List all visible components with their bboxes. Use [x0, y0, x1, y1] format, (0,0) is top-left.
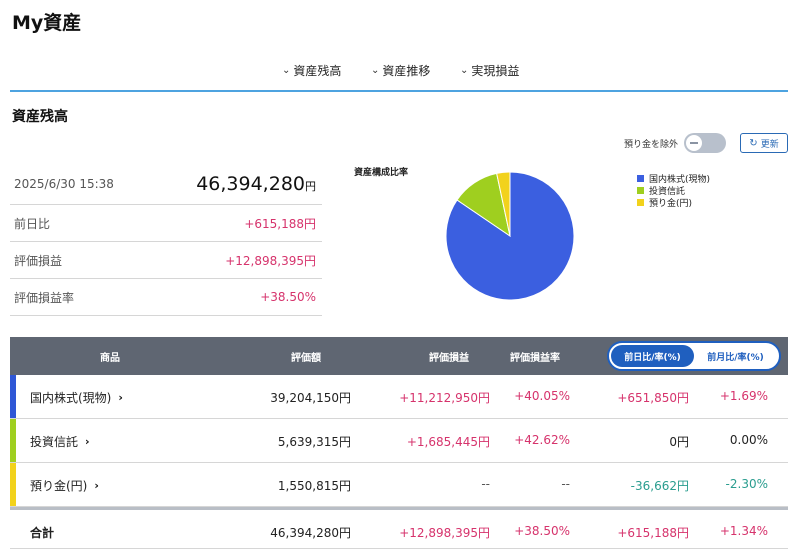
- summary-total-value: 46,394,280円: [196, 172, 316, 195]
- section-anchor-nav: ⌄ 資産残高 ⌄ 資産推移 ⌄ 実現損益: [10, 56, 788, 92]
- legend-item: 国内株式(現物): [637, 172, 711, 185]
- anchor-link-asset-trend[interactable]: ⌄ 資産推移: [371, 64, 431, 78]
- holding-link-yen-deposit[interactable]: 預り金(円) ›: [30, 479, 99, 493]
- legend-swatch: [637, 186, 644, 194]
- anchor-link-asset-balance[interactable]: ⌄ 資産残高: [282, 64, 342, 78]
- summary-row-unrealized-gain: 評価損益 +12,898,395円: [10, 242, 322, 279]
- row-color-bar: [10, 419, 16, 462]
- refresh-button[interactable]: ↻ 更新: [740, 133, 788, 153]
- change-period-segmented-control: 前日比/率(%) 前月比/率(%): [607, 341, 781, 371]
- pie-slice: [496, 171, 511, 237]
- page-title: My資産: [12, 12, 82, 34]
- total-label: 合計: [30, 526, 55, 540]
- row-color-bar: [10, 375, 16, 418]
- table-row: 国内株式(現物) › 39,204,150円 +11,212,950円 +40.0…: [10, 375, 788, 419]
- chevron-right-icon: ›: [85, 435, 90, 448]
- legend-item: 預り金(円): [637, 196, 710, 209]
- summary-total-row: 2025/6/30 15:38 46,394,280円: [10, 163, 322, 205]
- header-gain: 評価損益: [429, 353, 469, 364]
- holding-link-investment-trusts[interactable]: 投資信託 ›: [30, 435, 90, 449]
- table-header: 商品 評価額 評価損益 評価損益率 前日比/率(%) 前月比/率(%): [10, 337, 788, 375]
- holding-link-domestic-stocks[interactable]: 国内株式(現物) ›: [30, 391, 123, 405]
- tab-daily-change[interactable]: 前日比/率(%): [611, 345, 694, 367]
- legend-swatch: [637, 174, 644, 182]
- legend-label: 預り金(円): [649, 198, 693, 209]
- chevron-down-icon: ⌄: [371, 65, 380, 76]
- chevron-down-icon: ⌄: [282, 65, 291, 76]
- chevron-right-icon: ›: [94, 479, 99, 492]
- table-row: 投資信託 › 5,639,315円 +1,685,445円 +42.62% 0円 …: [10, 419, 788, 463]
- asset-allocation-pie: [445, 171, 575, 301]
- table-row: 預り金(円) › 1,550,815円 -- -- -36,662円 -2.30%: [10, 463, 788, 507]
- section-title: 資産残高: [12, 109, 68, 125]
- asset-summary: 2025/6/30 15:38 46,394,280円 前日比 +615,188…: [10, 163, 322, 316]
- legend-item: 投資信託: [637, 184, 710, 197]
- header-product: 商品: [100, 353, 120, 364]
- exclude-deposit-label: 預り金を除外: [624, 139, 679, 150]
- header-gain-rate: 評価損益率: [510, 353, 560, 364]
- chart-title: 資産構成比率: [354, 168, 409, 178]
- chevron-right-icon: ›: [118, 391, 123, 404]
- refresh-icon: ↻: [749, 137, 758, 149]
- summary-datetime: 2025/6/30 15:38: [14, 176, 114, 191]
- summary-row-day-change: 前日比 +615,188円: [10, 205, 322, 242]
- holdings-table: 商品 評価額 評価損益 評価損益率 前日比/率(%) 前月比/率(%) 国内株式…: [10, 337, 788, 549]
- anchor-link-realized-pnl[interactable]: ⌄ 実現損益: [460, 64, 520, 78]
- legend-label: 投資信託: [649, 186, 686, 197]
- chart-legend: 国内株式(現物) 投資信託 預り金(円): [637, 172, 711, 209]
- exclude-deposit-control: 預り金を除外: [624, 133, 727, 153]
- legend-label: 国内株式(現物): [649, 174, 711, 185]
- header-value: 評価額: [291, 353, 321, 364]
- summary-row-gain-rate: 評価損益率 +38.50%: [10, 279, 322, 316]
- tab-monthly-change[interactable]: 前月比/率(%): [707, 352, 764, 363]
- chevron-down-icon: ⌄: [460, 65, 469, 76]
- exclude-deposit-toggle[interactable]: [684, 133, 727, 153]
- legend-swatch: [637, 198, 644, 206]
- toggle-knob: [686, 135, 703, 151]
- row-color-bar: [10, 463, 16, 506]
- table-total-row: 合計 46,394,280円 +12,898,395円 +38.50% +615…: [10, 507, 788, 549]
